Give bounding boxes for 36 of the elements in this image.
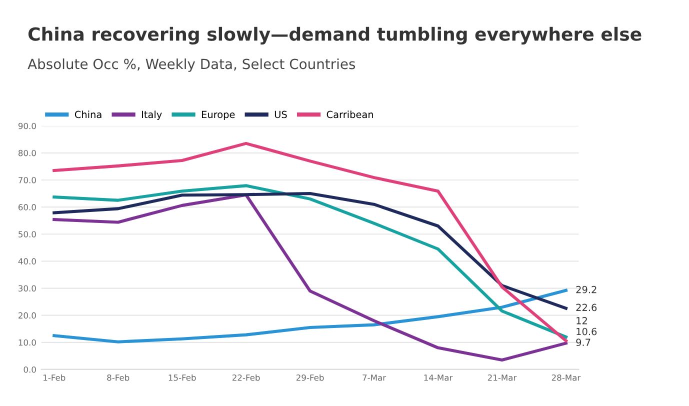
data-label: 29.2 (576, 286, 596, 294)
x-tick-label: 21-Mar (488, 374, 517, 381)
data-label: 9.7 (576, 338, 590, 346)
line-series (52, 142, 568, 342)
line-series (52, 184, 568, 339)
data-label: 12 (576, 317, 587, 324)
legend-label: Carribean (326, 110, 374, 118)
x-tick-label: 22-Feb (232, 374, 260, 381)
data-label: 22.6 (576, 304, 597, 312)
legend-label: Europe (202, 110, 235, 120)
y-tick-label: 50.0 (18, 231, 36, 238)
y-tick-label: 60.0 (18, 204, 36, 210)
x-tick-label: 1-Feb (44, 374, 66, 381)
data-label: 10.6 (576, 328, 597, 336)
x-tick-label: 7-Mar (362, 374, 386, 381)
legend-label: China (74, 110, 102, 118)
y-tick-label: 70.0 (18, 176, 36, 184)
x-tick-label: 8-Feb (107, 374, 130, 381)
legend-label: US (274, 110, 287, 118)
y-tick-label: 80.0 (18, 150, 36, 156)
y-tick-label: 30.0 (18, 285, 36, 292)
x-tick-label: 28-Mar (552, 374, 581, 381)
x-tick-label: 29-Feb (296, 374, 324, 381)
line-series (52, 192, 568, 310)
y-tick-label: 90.0 (18, 122, 36, 130)
x-tick-label: 15-Feb (168, 374, 196, 381)
legend-label: Italy (142, 110, 162, 120)
y-tick-label: 0.0 (24, 366, 36, 373)
chart-title: China recovering slowly—demand tumbling everywhere else (28, 26, 642, 44)
line-series (52, 288, 568, 344)
x-tick-label: 14-Mar (424, 374, 453, 381)
y-tick-label: 40.0 (18, 258, 36, 264)
line-series (52, 193, 568, 362)
y-tick-label: 20.0 (18, 312, 36, 319)
y-tick-label: 10.0 (18, 339, 36, 346)
chart-subtitle: Absolute Occ %, Weekly Data, Select Countries (28, 58, 356, 72)
